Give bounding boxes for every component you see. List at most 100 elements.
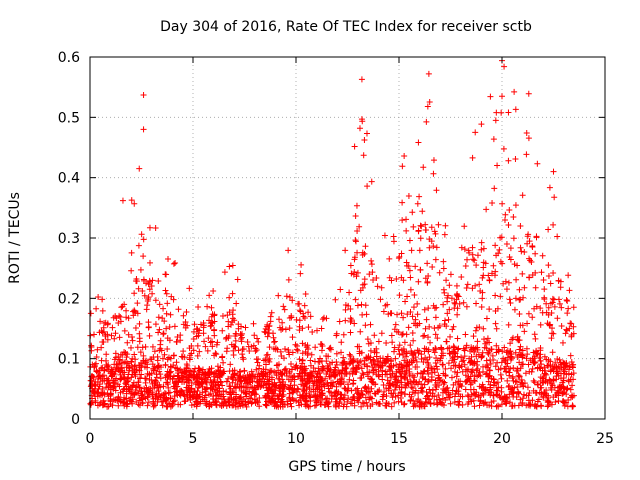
data-point (420, 333, 427, 340)
data-point (132, 325, 139, 332)
data-point (208, 380, 215, 387)
data-point (112, 330, 119, 337)
data-point (387, 374, 394, 381)
data-point (93, 305, 100, 312)
data-point (356, 394, 363, 401)
data-point (161, 390, 168, 397)
data-point (121, 374, 128, 381)
data-point (525, 392, 532, 399)
data-point (493, 391, 500, 398)
data-point (190, 328, 197, 335)
data-point (123, 364, 130, 371)
data-point (447, 271, 454, 278)
data-point (331, 393, 338, 400)
data-point (378, 284, 385, 291)
data-point (391, 386, 398, 393)
data-point (567, 352, 574, 359)
data-point (342, 317, 349, 324)
data-point (297, 364, 304, 371)
data-point (211, 332, 218, 339)
data-point (356, 125, 363, 132)
data-point (186, 285, 193, 292)
data-point (157, 375, 164, 382)
data-point (363, 130, 370, 137)
data-point (185, 376, 192, 383)
data-point (159, 355, 166, 362)
data-point (114, 397, 121, 404)
data-point (280, 391, 287, 398)
y-tick-label: 0.1 (58, 352, 80, 368)
data-point (459, 401, 466, 408)
data-point (410, 337, 417, 344)
data-point (440, 381, 447, 388)
data-point (545, 304, 552, 311)
data-point (316, 383, 323, 390)
data-point (164, 374, 171, 381)
data-point (564, 310, 571, 317)
data-point (152, 379, 159, 386)
data-point (387, 358, 394, 365)
data-point (325, 385, 332, 392)
data-point (141, 388, 148, 395)
data-point (358, 387, 365, 394)
data-point (128, 358, 135, 365)
data-point (541, 294, 548, 301)
data-point (139, 400, 146, 407)
data-point (140, 352, 147, 359)
data-point (133, 278, 140, 285)
data-point (514, 333, 521, 340)
data-point (156, 347, 163, 354)
data-point (424, 279, 431, 286)
data-point (229, 311, 236, 318)
data-point (484, 335, 491, 342)
data-point (460, 299, 467, 306)
data-point (516, 337, 523, 344)
data-point (508, 403, 515, 410)
data-point (424, 334, 431, 341)
data-point (480, 325, 487, 332)
data-point (354, 390, 361, 397)
data-point (485, 350, 492, 357)
data-point (205, 335, 212, 342)
data-point (362, 322, 369, 329)
data-point (289, 349, 296, 356)
data-point (394, 379, 401, 386)
data-point (347, 400, 354, 407)
data-point (446, 282, 453, 289)
data-point (281, 367, 288, 374)
data-point (438, 345, 445, 352)
data-point (401, 339, 408, 346)
data-point (138, 371, 145, 378)
data-point (317, 341, 324, 348)
data-point (406, 237, 413, 244)
data-point (92, 393, 99, 400)
data-point (417, 267, 424, 274)
data-point (517, 381, 524, 388)
data-point (548, 401, 555, 408)
data-point (442, 365, 449, 372)
data-point (398, 331, 405, 338)
data-point (144, 297, 151, 304)
data-point (447, 350, 454, 357)
data-point (136, 395, 143, 402)
data-point (405, 324, 412, 331)
data-point (237, 368, 244, 375)
data-point (431, 325, 438, 332)
data-point (103, 351, 110, 358)
data-point (486, 277, 493, 284)
data-point (183, 308, 190, 315)
data-point (532, 389, 539, 396)
data-point (345, 385, 352, 392)
data-point (544, 403, 551, 410)
data-point (302, 398, 309, 405)
axis-ticks (89, 56, 606, 420)
data-point (514, 262, 521, 269)
data-point (136, 165, 143, 172)
data-point (254, 335, 261, 342)
data-point (441, 289, 448, 296)
data-point (391, 348, 398, 355)
y-tick-label: 0.5 (58, 110, 80, 126)
data-point (280, 385, 287, 392)
data-point (301, 302, 308, 309)
data-point (107, 398, 114, 405)
